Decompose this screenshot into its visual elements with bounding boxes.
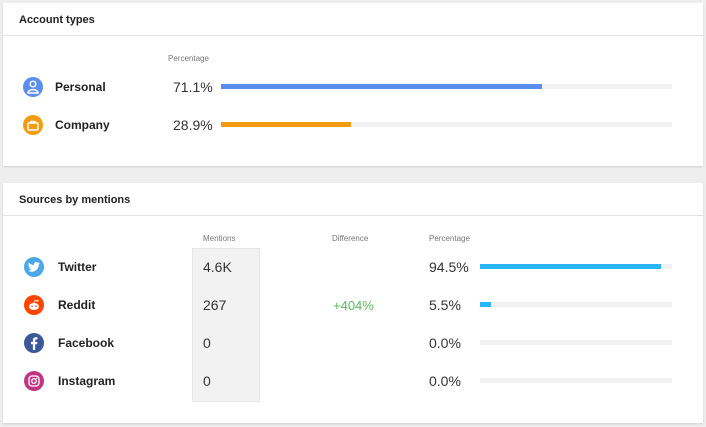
row-label-instagram: Instagram [58, 374, 116, 388]
percentage-bar-twitter [480, 264, 672, 269]
mentions-column-highlight [192, 248, 260, 402]
percentage-value-reddit: 5.5% [429, 297, 461, 313]
row-label-reddit: Reddit [58, 298, 96, 312]
percentage-bar-personal [221, 84, 672, 89]
mentions-value-facebook: 0 [203, 335, 211, 351]
percentage-bar-fill-company [221, 122, 352, 127]
facebook-icon [24, 333, 44, 353]
percentage-value-twitter: 94.5% [429, 259, 469, 275]
user-icon [23, 77, 43, 97]
reddit-icon [24, 295, 44, 315]
percentage-value-facebook: 0.0% [429, 335, 461, 351]
row-label-facebook: Facebook [58, 336, 115, 350]
percentage-column-label: Percentage [168, 54, 209, 63]
row-label-company: Company [55, 118, 110, 132]
row-label-personal: Personal [55, 80, 106, 94]
percentage-value-personal: 71.1% [173, 79, 213, 95]
mentions-value-twitter: 4.6K [203, 259, 232, 275]
row-label-twitter: Twitter [58, 260, 97, 274]
briefcase-icon [23, 115, 43, 135]
mentions-value-reddit: 267 [203, 297, 227, 313]
mentions-value-instagram: 0 [203, 373, 211, 389]
percentage-bar-fill-twitter [480, 264, 662, 269]
card-title: Sources by mentions [19, 194, 131, 206]
instagram-icon [24, 371, 44, 391]
difference-value-reddit: +404% [333, 298, 374, 313]
percentage-column-label: Percentage [429, 234, 470, 243]
percentage-bar-fill-personal [221, 84, 542, 89]
percentage-value-company: 28.9% [173, 117, 213, 133]
account-types-card: Account types Percentage Personal 71.1% … [3, 3, 703, 166]
percentage-bar-reddit [480, 302, 672, 307]
percentage-value-instagram: 0.0% [429, 373, 461, 389]
card-header: Sources by mentions [3, 183, 703, 216]
card-header: Account types [3, 3, 703, 36]
card-title: Account types [19, 14, 95, 26]
percentage-bar-company [221, 122, 672, 127]
percentage-bar-facebook [480, 340, 672, 345]
difference-column-label: Difference [332, 234, 369, 243]
sources-by-mentions-card: Sources by mentions Mentions Difference … [3, 183, 703, 423]
mentions-column-label: Mentions [203, 234, 236, 243]
twitter-icon [24, 257, 44, 277]
percentage-bar-fill-reddit [480, 302, 491, 307]
percentage-bar-instagram [480, 378, 672, 383]
